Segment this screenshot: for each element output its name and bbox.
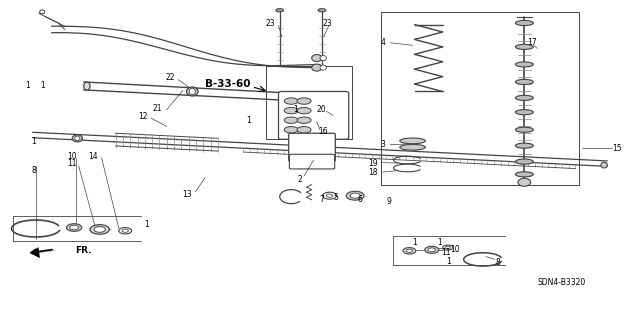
Ellipse shape bbox=[515, 79, 533, 84]
Ellipse shape bbox=[318, 9, 326, 12]
Text: 14: 14 bbox=[88, 152, 98, 161]
Ellipse shape bbox=[320, 65, 326, 70]
Bar bbox=[381, 12, 579, 186]
Ellipse shape bbox=[403, 248, 416, 254]
Text: 1: 1 bbox=[40, 81, 45, 90]
Ellipse shape bbox=[40, 10, 45, 14]
Text: 4: 4 bbox=[380, 38, 385, 47]
Text: 18: 18 bbox=[368, 168, 378, 177]
Text: 17: 17 bbox=[527, 38, 537, 47]
Ellipse shape bbox=[297, 117, 311, 123]
Text: 12: 12 bbox=[138, 112, 147, 121]
Ellipse shape bbox=[320, 55, 326, 60]
Ellipse shape bbox=[297, 108, 311, 114]
Ellipse shape bbox=[515, 143, 533, 148]
Text: 1: 1 bbox=[246, 116, 251, 125]
Text: 8: 8 bbox=[495, 258, 500, 267]
Text: 20: 20 bbox=[316, 105, 326, 114]
Ellipse shape bbox=[400, 144, 426, 150]
Text: 11: 11 bbox=[67, 159, 77, 168]
FancyArrowPatch shape bbox=[31, 247, 56, 258]
Text: 9: 9 bbox=[387, 196, 392, 206]
Text: 6: 6 bbox=[358, 195, 363, 204]
Ellipse shape bbox=[297, 98, 311, 104]
Text: 1: 1 bbox=[438, 238, 442, 247]
Ellipse shape bbox=[515, 62, 533, 67]
Text: 19: 19 bbox=[368, 159, 378, 168]
Ellipse shape bbox=[72, 135, 83, 142]
Ellipse shape bbox=[276, 9, 284, 12]
Text: 1: 1 bbox=[447, 257, 451, 266]
Bar bbox=[266, 66, 352, 139]
FancyBboxPatch shape bbox=[278, 92, 349, 139]
Text: FR.: FR. bbox=[76, 246, 92, 255]
Ellipse shape bbox=[284, 98, 298, 104]
Ellipse shape bbox=[445, 246, 451, 249]
Ellipse shape bbox=[518, 178, 531, 186]
Text: 15: 15 bbox=[612, 144, 622, 153]
Ellipse shape bbox=[515, 159, 533, 164]
Ellipse shape bbox=[601, 162, 607, 168]
Text: 23: 23 bbox=[323, 19, 332, 28]
Text: 1: 1 bbox=[31, 137, 36, 146]
Ellipse shape bbox=[70, 225, 79, 230]
Ellipse shape bbox=[350, 193, 360, 198]
Text: 10: 10 bbox=[67, 152, 77, 161]
FancyBboxPatch shape bbox=[289, 154, 335, 169]
Ellipse shape bbox=[119, 228, 132, 234]
Ellipse shape bbox=[67, 224, 82, 231]
Ellipse shape bbox=[284, 108, 298, 114]
Text: 1: 1 bbox=[412, 238, 417, 247]
Text: 7: 7 bbox=[319, 195, 324, 204]
Ellipse shape bbox=[428, 248, 436, 252]
Text: 13: 13 bbox=[182, 190, 192, 199]
Text: 3: 3 bbox=[380, 140, 385, 149]
Ellipse shape bbox=[515, 110, 533, 115]
Ellipse shape bbox=[284, 126, 298, 133]
Ellipse shape bbox=[326, 194, 333, 197]
Text: 10: 10 bbox=[451, 245, 460, 254]
Ellipse shape bbox=[186, 87, 198, 96]
Ellipse shape bbox=[122, 229, 129, 232]
Text: 23: 23 bbox=[266, 19, 275, 28]
Ellipse shape bbox=[425, 246, 439, 253]
Text: 1: 1 bbox=[293, 105, 298, 114]
Ellipse shape bbox=[443, 245, 453, 250]
Ellipse shape bbox=[189, 88, 195, 95]
Ellipse shape bbox=[515, 172, 533, 177]
Ellipse shape bbox=[400, 138, 426, 144]
FancyBboxPatch shape bbox=[289, 133, 335, 161]
Text: 22: 22 bbox=[165, 73, 175, 82]
Text: 21: 21 bbox=[152, 104, 162, 113]
Ellipse shape bbox=[515, 20, 533, 26]
Text: 8: 8 bbox=[31, 166, 36, 175]
Ellipse shape bbox=[515, 95, 533, 100]
Ellipse shape bbox=[346, 191, 364, 200]
Ellipse shape bbox=[515, 44, 533, 50]
Text: 11: 11 bbox=[441, 248, 451, 257]
Ellipse shape bbox=[297, 126, 311, 133]
Ellipse shape bbox=[284, 117, 298, 123]
Text: 5: 5 bbox=[333, 193, 339, 202]
Ellipse shape bbox=[406, 249, 413, 252]
Text: 2: 2 bbox=[297, 175, 302, 184]
Text: SDN4-B3320: SDN4-B3320 bbox=[537, 278, 586, 287]
Text: 16: 16 bbox=[318, 127, 328, 136]
Text: B-33-60: B-33-60 bbox=[205, 78, 250, 89]
Ellipse shape bbox=[323, 192, 337, 199]
Ellipse shape bbox=[94, 227, 106, 232]
Ellipse shape bbox=[312, 54, 322, 61]
Ellipse shape bbox=[84, 82, 90, 90]
Ellipse shape bbox=[90, 225, 109, 234]
Ellipse shape bbox=[515, 127, 533, 132]
Text: 1: 1 bbox=[25, 81, 30, 90]
Text: 1: 1 bbox=[144, 220, 148, 229]
Ellipse shape bbox=[312, 64, 322, 71]
Ellipse shape bbox=[75, 136, 80, 140]
